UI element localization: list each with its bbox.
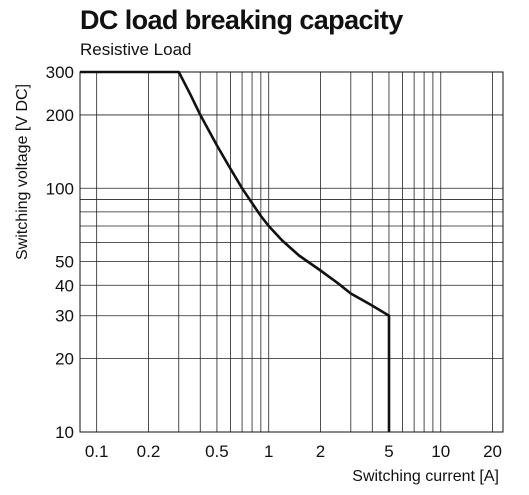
x-tick-label-0_5: 0.5 [205,442,229,461]
y-tick-label-40: 40 [55,276,74,295]
y-tick-label-10: 10 [55,423,74,442]
x-tick-label-10: 10 [431,442,450,461]
x-tick-label-2: 2 [316,442,325,461]
data-series [80,70,391,432]
x-tick-label-0_1: 0.1 [85,442,109,461]
x-tick-label-0_2: 0.2 [137,442,161,461]
y-tick-label-100: 100 [46,179,74,198]
x-tick-label-1: 1 [264,442,273,461]
x-axis-label: Switching current [A] [352,468,499,485]
grid-lines [80,71,503,433]
x-tick-label-5: 5 [384,442,393,461]
chart-subtitle: Resistive Load [80,40,192,59]
tick-labels: 0.1 0.2 0.5 1 2 5 10 20 10 20 30 40 50 100 200 300 [46,63,502,461]
x-tick-label-20: 20 [483,442,502,461]
y-tick-label-30: 30 [55,307,74,326]
chart-title: DC load breaking capacity [80,5,403,35]
plot-area-frame [79,71,504,433]
y-axis-label: Switching voltage [V DC] [14,84,31,260]
y-tick-label-200: 200 [46,106,74,125]
y-tick-label-300: 300 [46,63,74,82]
y-tick-label-50: 50 [55,253,74,272]
y-tick-label-20: 20 [55,350,74,369]
series-line-0 [80,70,391,432]
